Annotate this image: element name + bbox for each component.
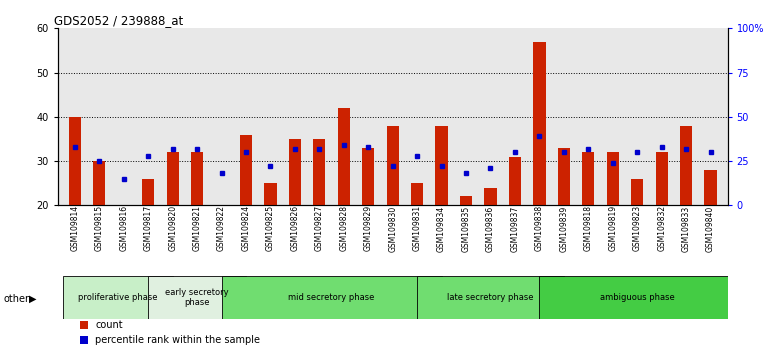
Text: GSM109837: GSM109837 <box>511 205 520 252</box>
Bar <box>534 42 545 205</box>
Bar <box>631 179 643 205</box>
Text: GSM109829: GSM109829 <box>363 205 373 251</box>
Text: GSM109816: GSM109816 <box>119 205 129 251</box>
Bar <box>484 188 497 205</box>
Bar <box>362 148 374 205</box>
Bar <box>313 139 326 205</box>
Text: other: other <box>4 294 30 304</box>
Bar <box>460 196 472 205</box>
Bar <box>655 152 668 205</box>
Text: GSM109815: GSM109815 <box>95 205 104 251</box>
Bar <box>142 179 154 205</box>
Text: GSM109833: GSM109833 <box>681 205 691 252</box>
Bar <box>240 135 252 205</box>
Legend: count, percentile rank within the sample: count, percentile rank within the sample <box>76 316 264 349</box>
Text: GSM109838: GSM109838 <box>535 205 544 251</box>
Bar <box>582 152 594 205</box>
Bar <box>264 183 276 205</box>
Text: late secretory phase: late secretory phase <box>447 293 534 302</box>
Bar <box>191 152 203 205</box>
Bar <box>166 152 179 205</box>
Text: ▶: ▶ <box>29 294 37 304</box>
Text: GSM109835: GSM109835 <box>461 205 470 252</box>
Bar <box>509 156 521 205</box>
Bar <box>557 148 570 205</box>
Text: GSM109821: GSM109821 <box>192 205 202 251</box>
Bar <box>387 126 399 205</box>
Text: mid secretory phase: mid secretory phase <box>289 293 375 302</box>
Text: GSM109827: GSM109827 <box>315 205 324 251</box>
Text: GSM109818: GSM109818 <box>584 205 593 251</box>
Text: GSM109826: GSM109826 <box>290 205 300 251</box>
Bar <box>680 126 692 205</box>
Text: early secretory
phase: early secretory phase <box>166 288 229 307</box>
Bar <box>289 139 301 205</box>
Text: GSM109817: GSM109817 <box>144 205 152 251</box>
Text: GSM109820: GSM109820 <box>168 205 177 251</box>
Text: GSM109831: GSM109831 <box>413 205 422 251</box>
Text: GSM109825: GSM109825 <box>266 205 275 251</box>
Text: GSM109840: GSM109840 <box>706 205 715 252</box>
Bar <box>69 117 81 205</box>
Text: GDS2052 / 239888_at: GDS2052 / 239888_at <box>55 14 184 27</box>
Text: GSM109819: GSM109819 <box>608 205 618 251</box>
Bar <box>148 276 246 319</box>
Bar <box>540 276 735 319</box>
Text: GSM109824: GSM109824 <box>242 205 250 251</box>
Text: GSM109832: GSM109832 <box>657 205 666 251</box>
Text: proliferative phase: proliferative phase <box>78 293 157 302</box>
Text: GSM109836: GSM109836 <box>486 205 495 252</box>
Bar <box>417 276 564 319</box>
Text: GSM109839: GSM109839 <box>559 205 568 252</box>
Bar <box>338 108 350 205</box>
Bar <box>93 161 105 205</box>
Text: GSM109814: GSM109814 <box>70 205 79 251</box>
Bar <box>436 126 447 205</box>
Text: GSM109830: GSM109830 <box>388 205 397 252</box>
Text: GSM109822: GSM109822 <box>217 205 226 251</box>
Bar <box>705 170 717 205</box>
Text: GSM109834: GSM109834 <box>437 205 446 252</box>
Bar <box>62 276 172 319</box>
Bar <box>222 276 442 319</box>
Text: GSM109823: GSM109823 <box>633 205 641 251</box>
Bar <box>607 152 619 205</box>
Text: GSM109828: GSM109828 <box>340 205 348 251</box>
Text: ambiguous phase: ambiguous phase <box>600 293 675 302</box>
Bar <box>411 183 424 205</box>
